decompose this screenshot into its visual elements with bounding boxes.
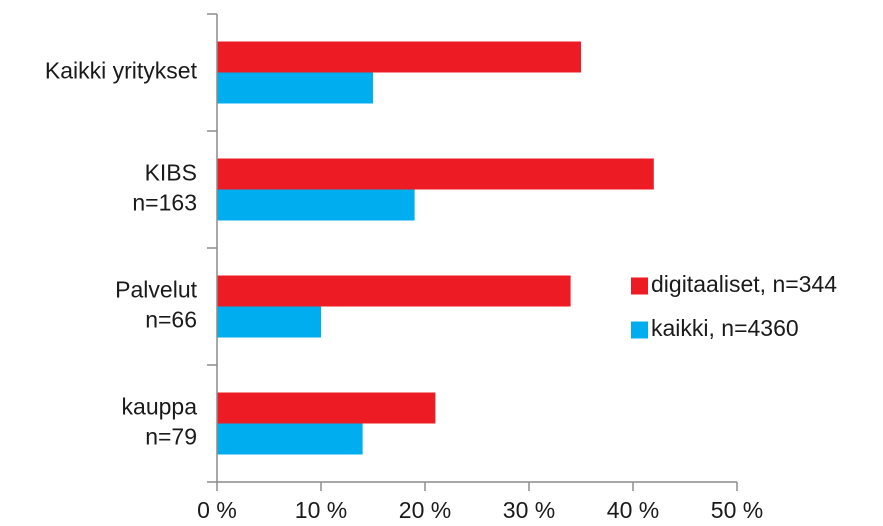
bar-kaikki-1	[217, 189, 415, 221]
bar-digitaaliset-2	[217, 275, 571, 307]
x-tick-label-4: 40 %	[607, 497, 659, 523]
labels-layer: Kaikki yritykset KIBS n=163 Palvelut n=66 kau…	[45, 58, 763, 524]
legend: digitaaliset, n=344 kaikki, n=4360	[631, 271, 837, 341]
bar-digitaaliset-0	[217, 41, 581, 73]
x-tick-label-3: 30 %	[503, 497, 555, 523]
x-tick-label-2: 20 %	[399, 497, 451, 523]
x-tick-label-0: 0 %	[197, 497, 237, 523]
legend-swatch-kaikki	[631, 321, 648, 339]
legend-label-kaikki: kaikki, n=4360	[651, 315, 799, 341]
bar-kaikki-0	[217, 72, 373, 104]
category-label-0: Kaikki yritykset	[45, 58, 198, 84]
x-tick-label-1: 10 %	[295, 497, 347, 523]
category-label-3: kauppa	[122, 394, 198, 420]
bars-layer	[217, 41, 654, 455]
category-label-1: KIBS	[145, 160, 197, 186]
bar-kaikki-2	[217, 306, 321, 338]
bar-digitaaliset-1	[217, 158, 654, 190]
category-label-3-n: n=79	[145, 424, 197, 450]
x-tick-label-5: 50 %	[711, 497, 763, 523]
axes-layer	[207, 13, 738, 491]
category-label-2-n: n=66	[145, 307, 197, 333]
category-label-1-n: n=163	[132, 190, 197, 216]
legend-swatch-digitaaliset	[631, 277, 648, 295]
bar-kaikki-3	[217, 423, 363, 455]
category-label-2: Palvelut	[115, 277, 197, 303]
bar-digitaaliset-3	[217, 392, 436, 424]
legend-label-digitaaliset: digitaaliset, n=344	[651, 271, 837, 297]
